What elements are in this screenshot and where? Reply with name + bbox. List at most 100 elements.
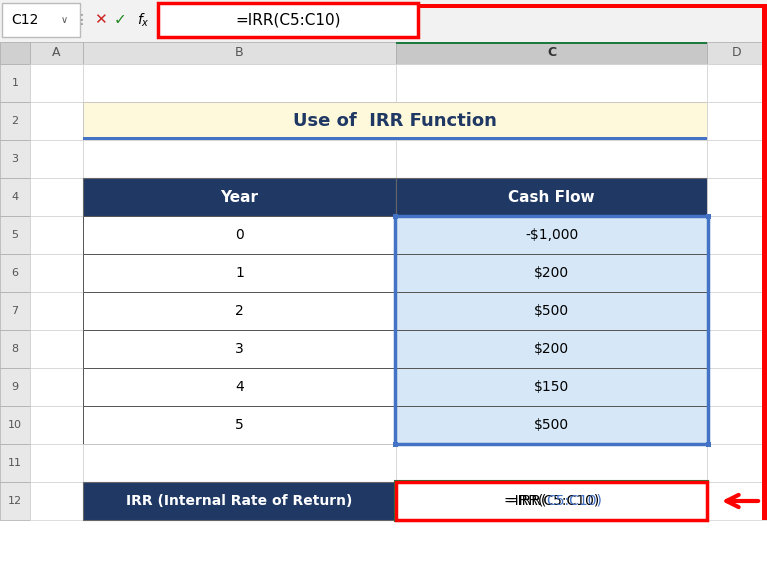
Bar [83,482,396,520]
Bar [0,292,30,330]
Text: Cash Flow: Cash Flow [509,189,595,205]
Bar [83,330,396,368]
Text: =IRR(: =IRR( [506,494,547,508]
Bar [393,442,398,447]
Bar [393,214,398,219]
Text: Year: Year [220,189,258,205]
Text: 5: 5 [235,418,244,432]
Bar [0,102,30,140]
Bar [396,444,707,482]
Bar [396,292,707,330]
Text: ✕: ✕ [94,12,107,28]
Text: 0: 0 [235,228,244,242]
Bar [30,292,83,330]
Text: $500: $500 [534,304,569,318]
Bar [396,42,707,64]
Bar [707,178,767,216]
Text: 3: 3 [235,342,244,356]
Text: =IRR(C5:C10): =IRR(C5:C10) [503,494,600,508]
Bar [0,64,30,102]
Bar [0,0,767,42]
Text: B: B [235,46,244,59]
Bar [83,140,396,178]
Bar [83,42,396,64]
Bar [83,102,707,140]
Bar [396,368,707,406]
Bar [0,178,30,216]
Bar [396,178,707,216]
Bar [83,64,396,102]
Text: ⋮: ⋮ [75,13,89,27]
Text: 2: 2 [12,116,18,126]
Bar [30,42,83,64]
Bar [0,368,30,406]
Bar [762,4,767,520]
Bar [0,444,30,482]
Text: 9: 9 [12,382,18,392]
Text: $200: $200 [534,266,569,280]
Bar [707,292,767,330]
Bar [30,406,83,444]
Text: D: D [732,46,742,59]
Bar [707,254,767,292]
Text: A: A [52,46,61,59]
Bar [706,442,711,447]
Text: 7: 7 [12,306,18,316]
Bar [2,3,80,37]
Bar [30,254,83,292]
Text: -$1,000: -$1,000 [525,228,578,242]
Text: 3: 3 [12,154,18,164]
Bar [396,64,707,102]
Bar [707,482,767,520]
Bar [707,444,767,482]
Bar [30,64,83,102]
Text: 6: 6 [12,268,18,278]
Bar [396,42,707,44]
Bar [30,330,83,368]
Bar [30,178,83,216]
Bar [30,444,83,482]
Bar [83,444,396,482]
Text: 4: 4 [12,192,18,202]
Bar [707,42,767,64]
Text: C: C [547,46,556,59]
Bar [396,330,707,368]
Text: ∨: ∨ [61,15,67,25]
Bar [83,254,396,292]
Bar [0,42,30,64]
Bar [83,178,396,216]
Text: 1: 1 [12,78,18,88]
Text: 8: 8 [12,344,18,354]
Bar [395,481,708,521]
Bar [0,254,30,292]
Bar [30,482,83,520]
Bar [83,368,396,406]
Bar [0,330,30,368]
Bar [30,368,83,406]
Text: C12: C12 [12,13,38,27]
Bar [707,330,767,368]
Text: 2: 2 [235,304,244,318]
Bar [0,482,30,520]
Bar [396,254,707,292]
Text: =IRR(C5:C10): =IRR(C5:C10) [235,12,341,28]
Bar [418,4,762,8]
Bar [83,406,396,444]
Bar [0,216,30,254]
Text: $150: $150 [534,380,569,394]
Text: 1: 1 [235,266,244,280]
Text: 10: 10 [8,420,22,430]
Text: C5:C10): C5:C10) [547,494,602,508]
Bar [706,214,711,219]
Text: IRR (Internal Rate of Return): IRR (Internal Rate of Return) [127,494,353,508]
Bar [707,216,767,254]
Text: 4: 4 [235,380,244,394]
Text: 5: 5 [12,230,18,240]
Bar [395,216,708,444]
Text: Use of  IRR Function: Use of IRR Function [293,112,497,130]
Bar [30,216,83,254]
Bar [30,140,83,178]
Bar [707,140,767,178]
Bar [707,64,767,102]
Bar [0,42,767,64]
